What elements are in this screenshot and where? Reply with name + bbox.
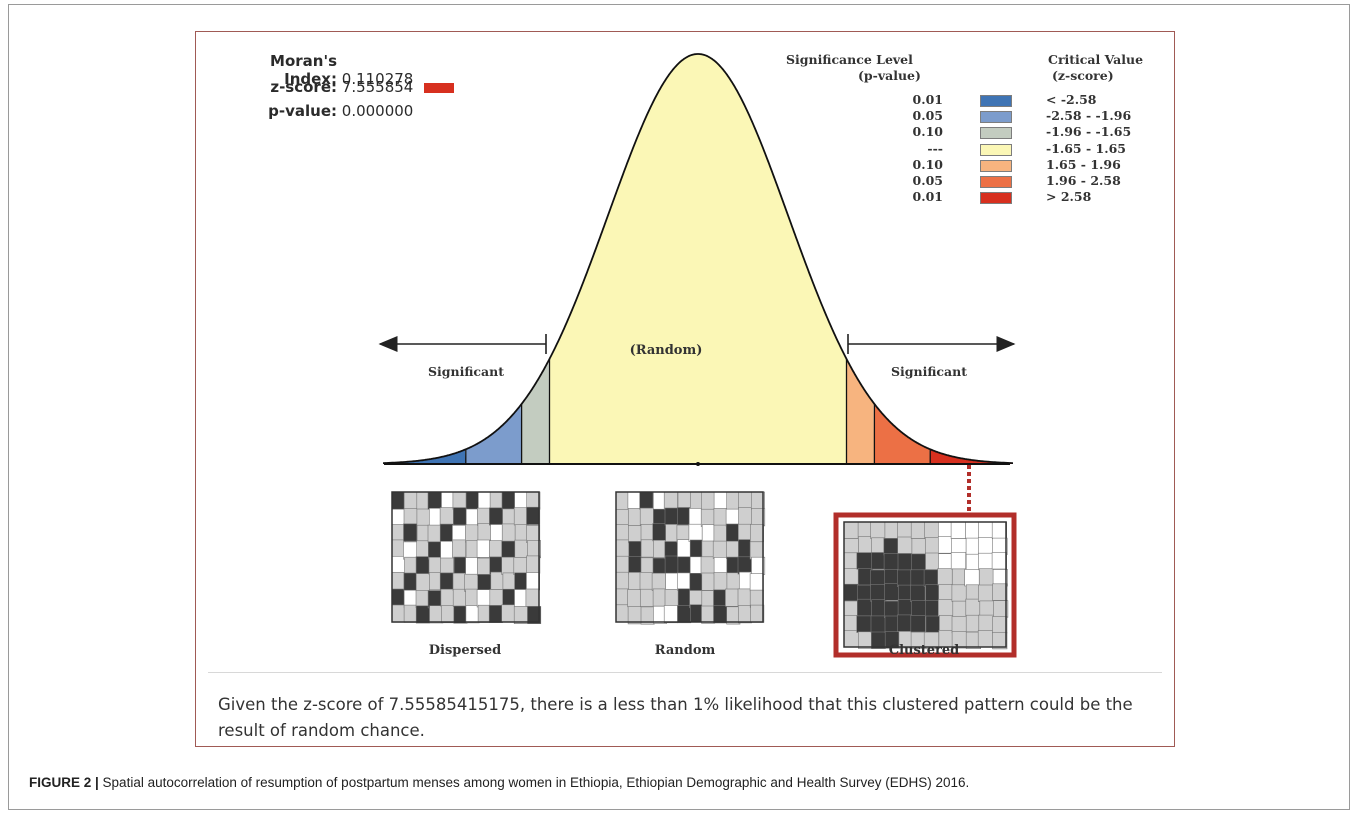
curve-center-mark	[696, 462, 700, 466]
significance-level-header: Significance Level	[786, 52, 913, 67]
legend-z-range: 1.96 - 2.58	[1046, 173, 1121, 188]
region-random	[549, 54, 847, 464]
selected-pattern-highlight	[833, 512, 1017, 658]
legend-z-range: 1.65 - 1.96	[1046, 156, 1121, 172]
significant-left-label: Significant	[428, 364, 504, 379]
normal-distribution-diagram: (Random) Significant Significant Dispers…	[378, 53, 1017, 658]
random-curve-label: (Random)	[630, 343, 703, 358]
legend-swatch	[980, 192, 1012, 205]
legend-swatch	[980, 127, 1012, 140]
random-pattern-label: Random	[655, 643, 716, 658]
figure-caption-text: Spatial autocorrelation of resumption of…	[98, 775, 970, 790]
legend-p-value: 0.05	[912, 108, 943, 124]
region-165-196	[846, 358, 875, 464]
legend-z-range: > 2.58	[1046, 189, 1092, 205]
legend-p-value: 0.05	[912, 173, 943, 188]
legend-swatch	[980, 159, 1012, 172]
z-score-row: z-score: 7.555854	[217, 78, 455, 96]
z-score-label: z-score:	[270, 78, 337, 96]
figure-caption-label: FIGURE 2 |	[29, 775, 99, 790]
morans-index-label: Moran's Index:	[270, 52, 337, 88]
significance-level-subheader: (p-value)	[858, 68, 921, 83]
p-value-label: p-value:	[268, 102, 337, 120]
p-value-row: p-value: 0.000000	[217, 102, 413, 120]
dispersed-label: Dispersed	[429, 643, 501, 658]
legend-z-range: -1.96 - -1.65	[1046, 124, 1132, 140]
legend-p-value: 0.10	[912, 124, 943, 140]
legend-p-value: 0.10	[912, 156, 943, 172]
p-value-value: 0.000000	[341, 102, 414, 120]
z-score-value: 7.555854	[341, 78, 414, 96]
critical-value-subheader: (z-score)	[1052, 68, 1114, 83]
figure-caption: FIGURE 2 | Spatial autocorrelation of re…	[29, 775, 969, 790]
significant-right-label: Significant	[891, 364, 967, 379]
random-map	[615, 491, 766, 625]
legend-swatch	[980, 143, 1012, 156]
region-lt-neg258	[383, 449, 466, 464]
figure-frame: Moran's Index: 0.110278 z-score: 7.55585…	[8, 4, 1350, 810]
clustered-map	[843, 521, 1009, 650]
legend-swatch	[980, 95, 1012, 107]
morans-index-value: 0.110278	[341, 70, 414, 88]
legend-z-range: < -2.58	[1046, 92, 1097, 107]
dispersed-map	[391, 491, 542, 625]
region-neg196-neg165	[521, 360, 550, 464]
result-interpretation: Given the z-score of 7.55585415175, ther…	[218, 695, 1133, 740]
region-gt-258	[930, 449, 1013, 464]
spatial-autocorrelation-report: Moran's Index: 0.110278 z-score: 7.55585…	[195, 31, 1175, 747]
legend-p-value: 0.01	[912, 189, 943, 205]
morans-index-row: Moran's Index: 0.110278	[217, 52, 413, 88]
critical-value-header: Critical Value	[1048, 52, 1144, 67]
divider	[208, 672, 1162, 673]
z-score-swatch	[424, 82, 455, 93]
legend-p-value: ---	[927, 140, 943, 156]
region-neg258-neg196	[465, 405, 522, 464]
legend-swatch	[980, 111, 1012, 124]
legend-p-value: 0.01	[912, 92, 943, 107]
legend-z-range: -2.58 - -1.96	[1046, 108, 1132, 124]
clustered-label: Clustered	[889, 643, 960, 658]
bell-curve-outline	[383, 53, 1013, 464]
legend-swatch	[980, 176, 1012, 188]
legend-z-range: -1.65 - 1.65	[1046, 140, 1126, 156]
